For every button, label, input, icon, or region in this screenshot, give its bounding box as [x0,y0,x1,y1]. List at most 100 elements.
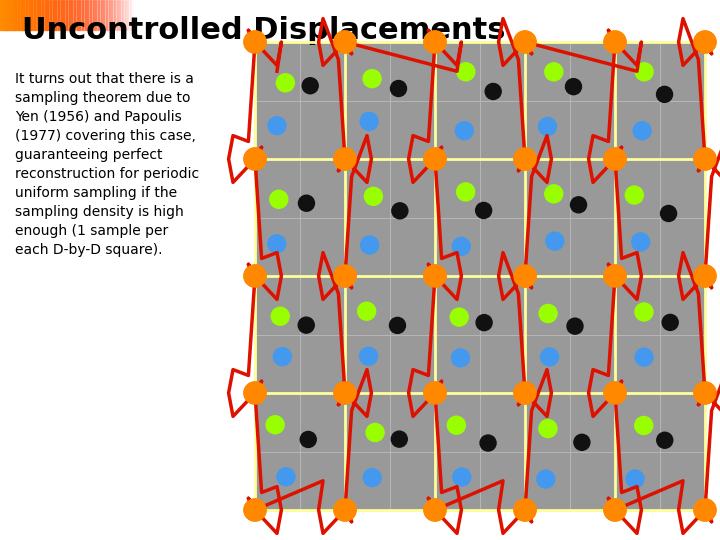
Circle shape [660,206,677,221]
Circle shape [424,499,446,521]
Bar [45,0,47,30]
Circle shape [545,185,563,203]
Bar [67,0,69,30]
Bar [63,0,64,30]
Bar [27,0,29,30]
Bar [22,0,24,30]
Bar [72,0,73,30]
Circle shape [334,265,356,287]
Bar [17,0,19,30]
Circle shape [270,190,288,208]
Circle shape [424,148,446,170]
Circle shape [451,349,469,367]
Bar [55,0,56,30]
Circle shape [360,112,378,130]
Circle shape [514,265,536,287]
Circle shape [514,148,536,170]
Circle shape [546,232,564,250]
Bar [53,0,55,30]
Bar [9,0,12,30]
Circle shape [358,302,376,320]
Circle shape [364,187,382,205]
Circle shape [363,469,381,487]
Bar [152,0,154,30]
Bar [59,0,61,30]
Circle shape [391,431,408,447]
Bar [75,0,77,30]
Bar [73,0,76,30]
Bar [255,42,705,510]
Circle shape [539,305,557,322]
Circle shape [268,117,286,134]
Bar [81,0,84,30]
Circle shape [455,122,473,140]
Bar [32,0,34,30]
Circle shape [604,265,626,287]
Circle shape [604,31,626,53]
Circle shape [244,148,266,170]
Bar [158,0,161,30]
Bar [96,0,98,30]
Bar [16,0,18,30]
Bar [80,0,82,30]
Bar [12,0,13,30]
Bar [110,0,112,30]
Circle shape [390,80,407,97]
Circle shape [334,499,356,521]
Circle shape [604,148,626,170]
Circle shape [565,79,582,94]
Bar [127,0,128,30]
Circle shape [476,202,492,219]
Circle shape [447,416,465,434]
Circle shape [635,348,653,366]
Circle shape [334,265,356,287]
Circle shape [694,148,716,170]
Bar [125,0,127,30]
Bar [6,0,8,30]
Circle shape [244,382,266,404]
Circle shape [570,197,587,213]
Circle shape [694,382,716,404]
Circle shape [514,382,536,404]
Bar [26,0,27,30]
Circle shape [424,265,446,287]
Circle shape [299,195,315,211]
Bar [85,0,86,30]
Bar [131,0,133,30]
Text: It turns out that there is a
sampling theorem due to
Yen (1956) and Papoulis
(19: It turns out that there is a sampling th… [15,72,199,256]
Circle shape [244,31,266,53]
Circle shape [694,31,716,53]
Bar [37,0,39,30]
Circle shape [334,31,356,53]
Bar [38,0,40,30]
Circle shape [694,265,716,287]
Circle shape [604,382,626,404]
Bar [132,0,135,30]
Bar [84,0,85,30]
Bar [143,0,144,30]
Circle shape [453,468,471,486]
Circle shape [424,148,446,170]
Bar [78,0,80,30]
Circle shape [390,318,405,333]
Bar [157,0,158,30]
Circle shape [244,499,266,521]
Circle shape [334,382,356,404]
Bar [89,0,91,30]
Circle shape [244,31,266,53]
Bar [29,0,30,30]
Circle shape [334,499,356,521]
Bar [130,0,132,30]
Bar [3,0,5,30]
Bar [153,0,156,30]
Bar [0,0,1,30]
Circle shape [635,303,653,321]
Bar [107,0,109,30]
Circle shape [694,265,716,287]
Bar [145,0,148,30]
Bar [43,0,45,30]
Circle shape [567,318,583,334]
Bar [139,0,141,30]
Circle shape [514,31,536,53]
Bar [21,0,22,30]
